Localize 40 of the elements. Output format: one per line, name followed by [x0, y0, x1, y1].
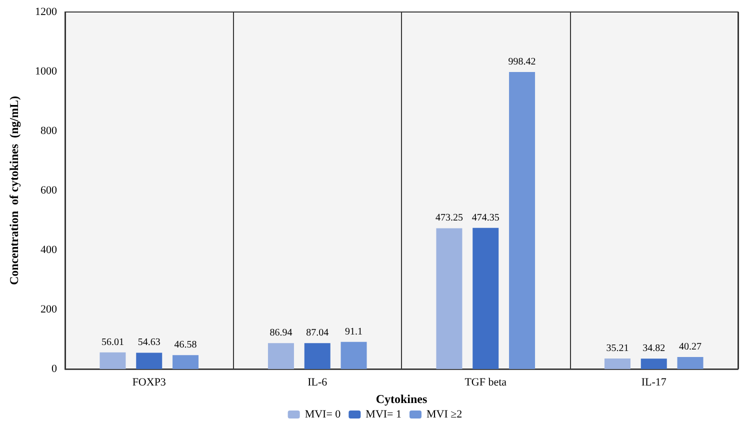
data-label: 86.94	[270, 328, 292, 339]
legend-label: MVI ≥2	[426, 408, 462, 420]
x-tick-label: IL-6	[308, 376, 328, 388]
data-label: 87.04	[306, 328, 329, 339]
bar	[436, 228, 462, 369]
bar	[136, 352, 162, 369]
y-tick-label: 0	[52, 363, 58, 375]
data-label: 473.25	[435, 212, 463, 224]
data-label: 40.27	[679, 342, 702, 353]
legend-label: MVI= 0	[304, 408, 342, 420]
x-tick-label: FOXP3	[132, 376, 166, 388]
data-label: 54.63	[138, 337, 160, 348]
data-label: 34.82	[642, 343, 666, 354]
bar	[472, 228, 499, 369]
bar	[304, 343, 330, 369]
x-tick-label: IL-17	[641, 376, 667, 388]
bar	[640, 358, 667, 369]
bar	[340, 342, 367, 369]
bar	[100, 352, 126, 369]
bar	[604, 358, 630, 369]
data-label: 56.01	[101, 336, 124, 348]
data-label: 35.21	[606, 343, 629, 354]
y-tick-label: 400	[40, 244, 58, 256]
y-tick-label: 200	[40, 304, 58, 316]
x-tick-label: TGF beta	[464, 376, 507, 388]
data-label: 91.1	[345, 326, 363, 338]
y-tick-label: 800	[40, 125, 58, 137]
bar	[677, 357, 704, 369]
data-label: 474.35	[472, 212, 500, 224]
y-tick-label: 1200	[35, 6, 58, 18]
bar	[172, 355, 199, 369]
bar	[268, 343, 294, 369]
y-axis-title: Concentration of cytokines (ng/mL)	[7, 96, 21, 285]
data-label: 46.58	[174, 340, 197, 351]
bar	[509, 72, 536, 369]
x-axis-title: Cytokines	[376, 392, 428, 406]
data-label: 998.42	[508, 56, 536, 68]
y-tick-label: 1000	[35, 66, 58, 78]
y-tick-label: 600	[40, 184, 58, 196]
legend-label: MVI= 1	[366, 408, 402, 420]
